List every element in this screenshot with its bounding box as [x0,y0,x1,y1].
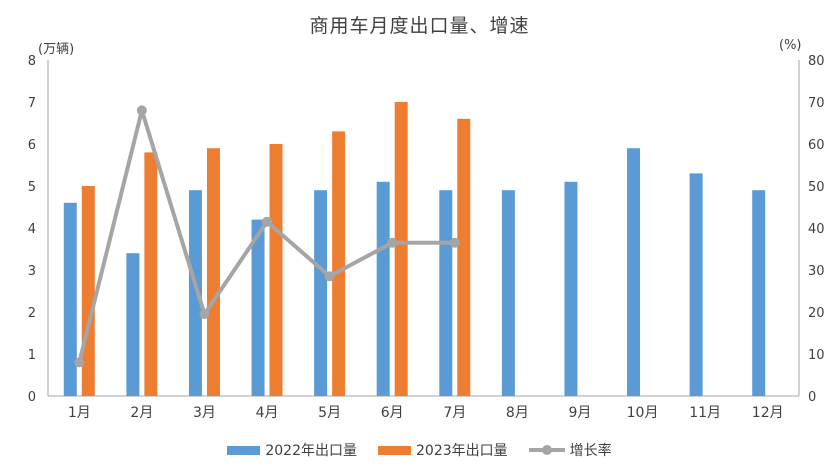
left-axis-tick-label: 1 [28,348,36,363]
legend-line-marker-icon [528,445,565,455]
right-axis-tick-label: 80 [808,54,825,69]
left-axis-unit: (万辆) [38,42,75,57]
growth-point-4月 [262,216,273,227]
bar-2022年出口量-10月 [627,148,641,396]
legend-item-增长率: 增长率 [528,440,612,460]
legend-line-dot [541,445,552,455]
bar-2022年出口量-11月 [689,173,703,396]
bar-2023年出口量-4月 [269,144,283,396]
right-axis-tick-label: 10 [808,348,825,363]
legend-swatch-icon [378,445,411,455]
right-axis-tick-label: 70 [808,96,825,111]
left-axis-tick-label: 4 [28,222,36,237]
right-axis-tick-label: 0 [808,390,816,405]
bar-2023年出口量-3月 [206,148,220,396]
x-axis-tick-label: 7月 [443,405,466,421]
bar-2022年出口量-8月 [501,190,515,396]
bar-2022年出口量-9月 [564,181,578,396]
x-axis-tick-label: 6月 [381,405,404,421]
bar-2023年出口量-5月 [332,131,346,396]
legend-label: 2022年出口量 [265,443,357,459]
x-axis-tick-label: 11月 [689,405,721,421]
left-axis-tick-label: 5 [28,180,36,195]
bar-2022年出口量-12月 [752,190,766,396]
growth-point-6月 [387,237,398,248]
x-axis-tick-label: 8月 [506,405,529,421]
right-axis-tick-label: 60 [808,138,825,153]
legend: 2022年出口量 2023年出口量 增长率 [0,440,839,460]
chart-title: 商用车月度出口量、增速 [309,15,530,37]
growth-point-3月 [199,309,210,320]
legend-item-2022年出口量: 2022年出口量 [227,440,357,460]
bar-2022年出口量-3月 [188,190,202,396]
bar-2023年出口量-6月 [394,102,408,396]
bar-2022年出口量-7月 [439,190,453,396]
x-axis-tick-label: 5月 [318,405,341,421]
left-axis-tick-label: 7 [28,96,36,111]
x-axis-tick-label: 3月 [193,405,216,421]
x-axis-tick-label: 10月 [627,405,659,421]
left-axis-tick-label: 6 [28,138,36,153]
left-axis-tick-label: 2 [28,306,36,321]
x-axis-tick-label: 4月 [256,405,279,421]
bar-2023年出口量-7月 [457,118,471,397]
legend-swatch-icon [227,445,261,455]
left-axis-tick-label: 3 [28,264,36,279]
bar-2022年出口量-4月 [251,219,265,396]
growth-point-2月 [136,105,147,116]
right-axis-tick-label: 40 [808,222,825,237]
legend-item-2023年出口量: 2023年出口量 [378,440,508,460]
x-axis-tick-label: 1月 [68,405,91,421]
growth-point-5月 [324,271,335,282]
left-axis-tick-label: 8 [28,54,36,69]
x-axis-tick-label: 2月 [130,405,153,421]
growth-point-7月 [449,237,460,248]
left-axis-tick-label: 0 [28,390,36,405]
x-axis-tick-label: 12月 [752,405,784,421]
bar-2022年出口量-5月 [314,190,328,396]
legend-label: 增长率 [569,443,612,459]
right-axis-tick-label: 50 [808,180,825,195]
x-axis-tick-label: 9月 [568,405,591,421]
right-axis-tick-label: 30 [808,264,825,279]
bar-2022年出口量-1月 [63,202,77,396]
bar-2023年出口量-2月 [144,152,158,396]
bar-2022年出口量-6月 [376,181,390,396]
bar-2022年出口量-2月 [126,253,140,396]
growth-point-1月 [74,357,85,368]
right-axis-tick-label: 20 [808,306,825,321]
right-axis-unit: (%) [779,38,802,53]
legend-label: 2023年出口量 [416,443,508,459]
